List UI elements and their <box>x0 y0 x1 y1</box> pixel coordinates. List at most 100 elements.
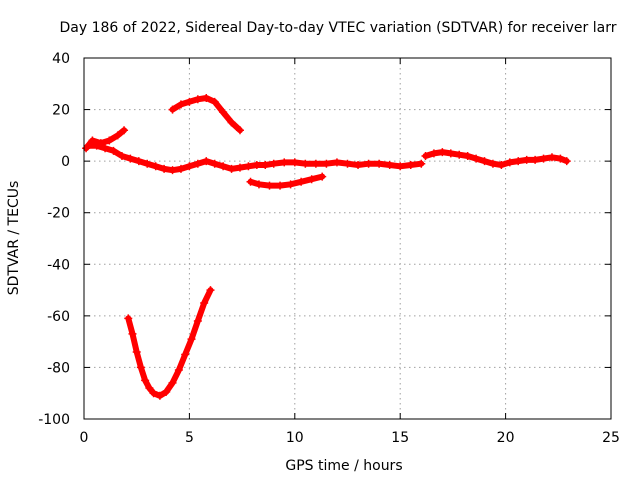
data-point <box>120 126 129 135</box>
data-point <box>187 335 196 344</box>
data-point <box>556 154 565 163</box>
data-point <box>354 161 363 170</box>
data-point <box>141 376 150 385</box>
data-point <box>149 389 158 398</box>
data-point <box>113 131 122 140</box>
y-tick-label: 40 <box>52 51 70 67</box>
data-point <box>202 157 211 166</box>
y-axis-label: SDTVAR / TECUs <box>6 181 22 296</box>
data-point <box>301 159 310 168</box>
series-trace <box>125 287 214 399</box>
data-point <box>132 347 141 356</box>
data-point <box>261 161 270 170</box>
data-point <box>134 157 143 166</box>
data-point <box>547 153 556 162</box>
data-point <box>343 159 352 168</box>
data-point <box>168 105 177 114</box>
data-point <box>539 154 548 163</box>
data-point <box>227 118 236 127</box>
data-point <box>101 144 110 153</box>
y-tick-label: -20 <box>47 206 70 222</box>
data-point <box>136 363 145 372</box>
data-point <box>174 366 183 375</box>
data-point <box>202 93 211 102</box>
data-point <box>290 158 299 167</box>
data-point <box>446 149 455 158</box>
series-track-mid-arc <box>246 172 327 190</box>
data-point <box>280 158 289 167</box>
data-point <box>463 151 472 160</box>
data-point <box>200 298 209 307</box>
y-tick-label: 0 <box>61 154 70 170</box>
grid <box>84 58 611 419</box>
series-trace <box>83 127 128 152</box>
data-point <box>168 378 177 387</box>
data-point <box>126 154 135 163</box>
data-point <box>307 175 316 184</box>
data-point <box>181 350 190 359</box>
data-point <box>254 180 263 189</box>
data-point <box>176 164 185 173</box>
data-point <box>185 162 194 171</box>
data-point <box>219 108 228 117</box>
data-point <box>105 136 114 145</box>
data-point <box>227 164 236 173</box>
data-point <box>297 177 306 186</box>
data-point <box>364 159 373 168</box>
y-tick-label: -100 <box>38 412 70 428</box>
data-point <box>332 158 341 167</box>
data-point <box>176 100 185 109</box>
data-point <box>128 329 137 338</box>
data-point <box>155 391 164 400</box>
data-point <box>235 126 244 135</box>
data-point <box>193 317 202 326</box>
x-tick-label: 10 <box>286 430 304 446</box>
data-point <box>206 286 215 295</box>
series-track-late <box>421 148 571 170</box>
data-point <box>514 157 523 166</box>
data-point <box>318 172 327 181</box>
x-tick-label: 20 <box>497 430 515 446</box>
data-point <box>151 162 160 171</box>
data-point <box>438 148 447 157</box>
data-point <box>265 181 274 190</box>
data-point <box>269 159 278 168</box>
data-point <box>235 163 244 172</box>
data-point <box>244 162 253 171</box>
data-point <box>160 164 169 173</box>
data-point <box>406 161 415 170</box>
data-point <box>210 159 219 168</box>
data-point <box>375 159 384 168</box>
data-point <box>193 159 202 168</box>
data-point <box>311 159 320 168</box>
x-tick-label: 25 <box>602 430 620 446</box>
data-point <box>396 162 405 171</box>
data-point <box>531 155 540 164</box>
data-point <box>88 136 97 145</box>
data-point <box>109 146 118 155</box>
data-point <box>252 161 261 170</box>
y-tick-label: -60 <box>47 309 70 325</box>
data-point <box>246 177 255 186</box>
data-point <box>96 139 105 148</box>
data-point <box>472 154 481 163</box>
data-point <box>417 159 426 168</box>
axis-ticks: 0 5 10 15 20 25 -100 -80 -60 -40 -20 0 20 40 <box>38 51 620 446</box>
data-point <box>497 161 506 170</box>
data-series <box>82 93 571 400</box>
x-tick-label: 0 <box>80 430 89 446</box>
x-tick-label: 15 <box>391 430 409 446</box>
data-point <box>168 166 177 175</box>
data-point <box>522 155 531 164</box>
y-tick-label: 20 <box>52 103 70 119</box>
y-tick-label: -40 <box>47 257 70 273</box>
data-point <box>429 149 438 158</box>
data-point <box>276 181 285 190</box>
data-point <box>185 97 194 106</box>
data-point <box>322 159 331 168</box>
data-point <box>505 158 514 167</box>
series-track-main <box>84 141 426 175</box>
data-point <box>82 144 91 153</box>
